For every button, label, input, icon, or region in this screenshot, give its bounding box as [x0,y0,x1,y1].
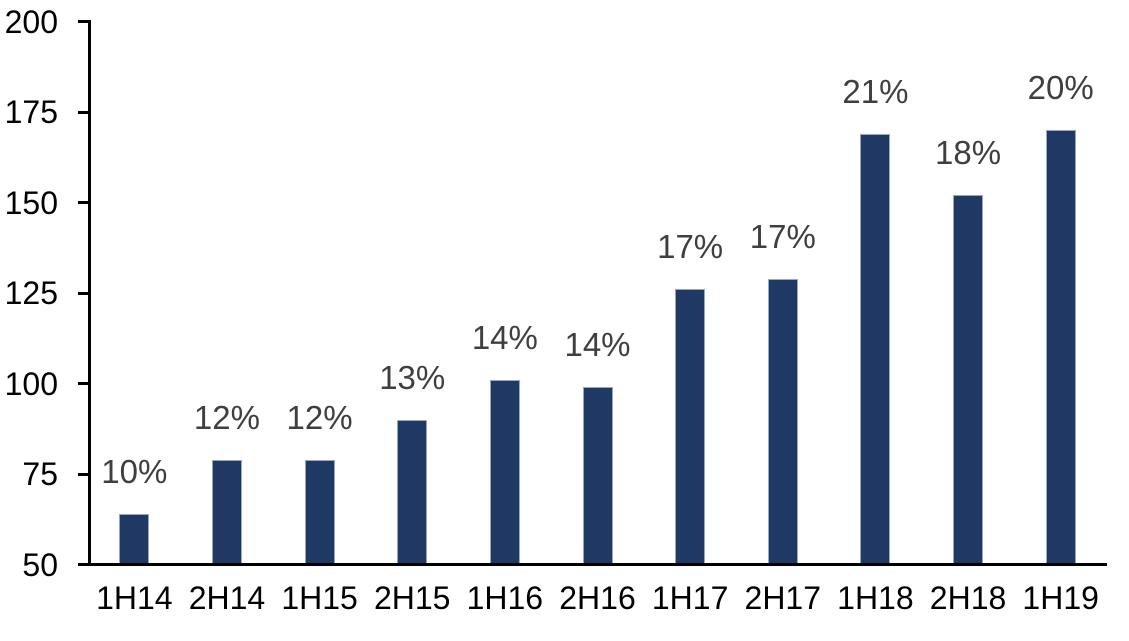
bar-2H14 [211,459,242,563]
x-axis-line [88,563,1107,566]
bar-value-label: 12% [193,398,260,436]
bar-2H17 [767,278,798,563]
x-axis-category-label: 1H16 [466,580,544,616]
x-axis-category-label: 2H16 [559,580,636,616]
bar-1H17 [675,289,706,563]
bar-value-label: 20% [1027,69,1094,107]
y-axis-tick-label: 50 [22,546,58,583]
x-axis-category-label: 1H19 [1022,580,1099,616]
bar-value-label: 17% [749,217,816,255]
bar-value-label: 10% [101,452,168,490]
y-axis-tick [78,472,89,476]
bar-1H16 [489,379,520,563]
bar-1H18 [860,133,891,563]
bar-2H15 [397,419,428,563]
x-axis-category-label: 1H15 [281,580,358,616]
x-axis-category-label: 2H14 [188,580,266,616]
x-axis-category-label: 2H17 [744,580,822,616]
bar-value-label: 21% [842,72,909,110]
y-axis-tick-label: 100 [4,365,58,402]
bar-1H14 [119,513,150,563]
bar-value-label: 18% [935,134,1002,172]
bar-2H16 [582,387,613,563]
bar-1H19 [1045,130,1076,563]
y-axis-tick [78,20,89,24]
bar-value-label: 13% [379,358,446,396]
x-axis-category-label: 2H18 [929,580,1007,616]
y-axis-tick-label: 150 [4,184,58,221]
y-axis-tick [78,291,89,295]
bar-1H15 [304,459,335,563]
y-axis-tick [78,382,89,386]
bar-2H18 [953,195,984,563]
y-axis-tick [78,563,89,566]
bar-value-label: 12% [286,398,353,436]
bar-value-label: 14% [564,326,631,364]
y-axis-line [88,20,91,566]
x-axis-category-label: 2H15 [373,580,451,616]
x-axis-category-label: 1H18 [837,580,914,616]
y-axis-tick [78,110,89,114]
y-axis-tick-label: 125 [4,275,58,312]
y-axis-tick-label: 75 [22,456,58,493]
x-axis-category-label: 1H14 [96,580,173,616]
y-axis-tick-label: 175 [4,94,58,131]
y-axis-tick [78,201,89,205]
bar-value-label: 17% [657,228,724,266]
y-axis-tick-label: 200 [4,3,58,40]
x-axis-category-label: 1H17 [651,580,729,616]
bar-value-label: 14% [471,318,538,356]
